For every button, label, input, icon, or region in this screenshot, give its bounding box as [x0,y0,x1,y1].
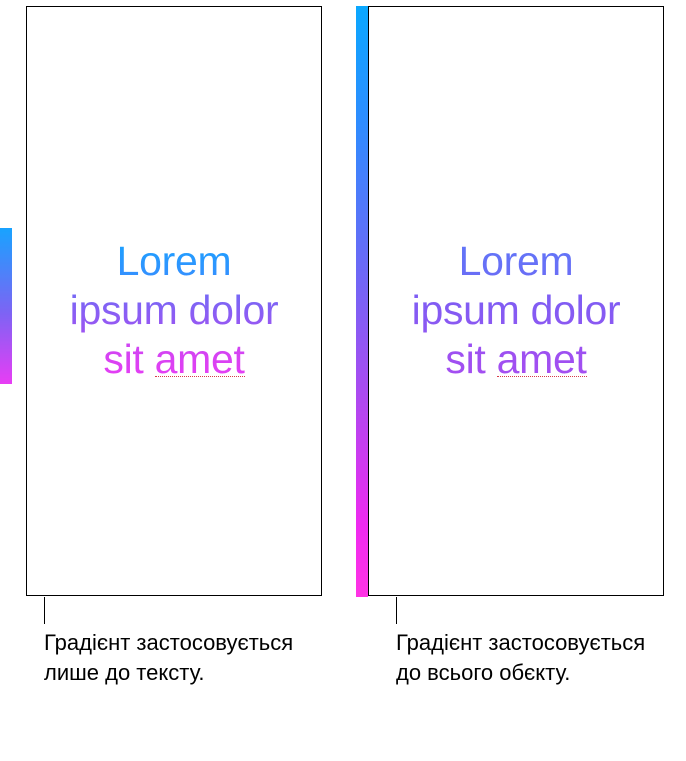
gradient-bar-left [0,228,12,384]
sample-text-right: Lorem ipsum dolor sit amet [369,237,663,383]
sample-text-left-line2: ipsum dolor [70,287,279,333]
sample-text-right-line1: Lorem [459,238,574,284]
callout-tick-left [44,597,45,624]
sample-text-left-line3-underlined: amet [155,336,245,382]
sample-text-right-line3-pre: sit [445,336,496,382]
callout-tick-right [396,597,397,624]
caption-left: Градієнт застосовується лише до тексту. [44,628,302,687]
sample-text-left-line3-pre: sit [103,336,154,382]
example-panel-text-only: Lorem ipsum dolor sit amet [26,6,322,596]
caption-right: Градієнт застосовується до всього обєкту… [396,628,654,687]
sample-text-right-line3-underlined: amet [497,336,587,382]
example-panel-whole-object: Lorem ipsum dolor sit amet [368,6,664,596]
gradient-bar-right [356,6,368,597]
sample-text-left-line1: Lorem [117,238,232,284]
sample-text-left: Lorem ipsum dolor sit amet [27,237,321,383]
sample-text-right-line2: ipsum dolor [412,287,621,333]
